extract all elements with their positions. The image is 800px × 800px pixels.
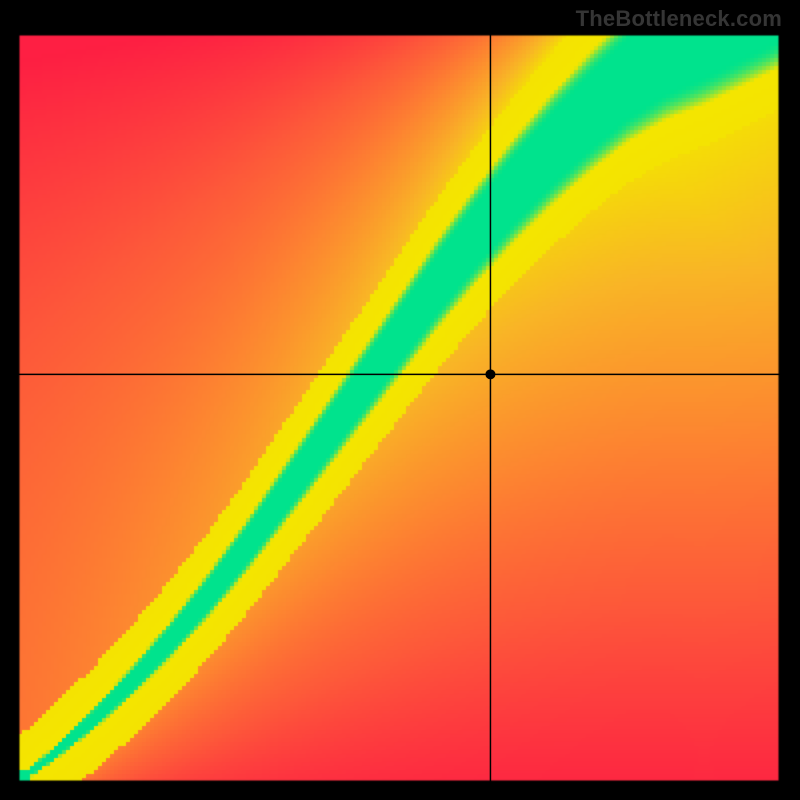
watermark-text: TheBottleneck.com [576, 6, 782, 32]
chart-frame: TheBottleneck.com [0, 0, 800, 800]
heatmap-canvas [18, 34, 780, 782]
